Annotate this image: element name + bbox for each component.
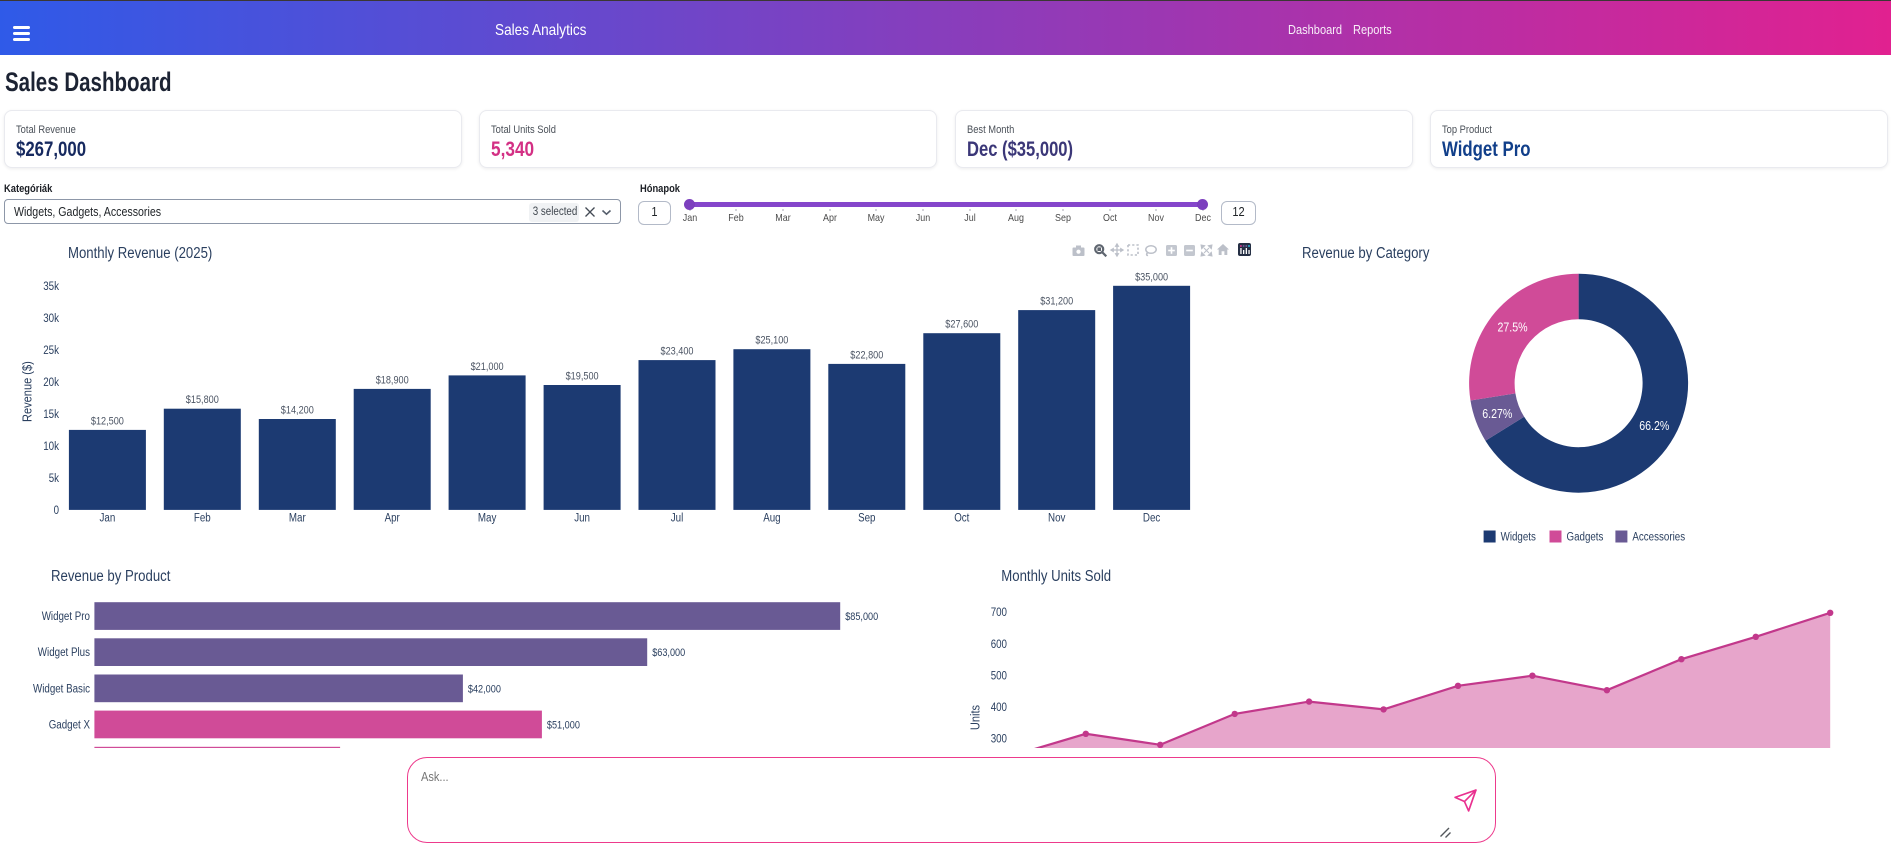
svg-text:$35,000: $35,000 — [1135, 271, 1168, 283]
svg-text:Mar: Mar — [289, 513, 306, 525]
svg-text:Nov: Nov — [1048, 513, 1066, 525]
svg-text:$12,500: $12,500 — [91, 415, 124, 427]
svg-text:Revenue by Category: Revenue by Category — [1302, 245, 1430, 262]
svg-text:Jan: Jan — [100, 513, 116, 525]
svg-text:$19,500: $19,500 — [566, 371, 599, 383]
svg-text:Widget Basic: Widget Basic — [33, 683, 90, 695]
svg-text:Gadgets: Gadgets — [1567, 531, 1604, 543]
svg-text:$85,000: $85,000 — [845, 611, 878, 623]
svg-text:$31,200: $31,200 — [1040, 296, 1073, 308]
svg-text:$25,100: $25,100 — [755, 335, 788, 347]
svg-text:Widget Pro: Widget Pro — [42, 611, 90, 623]
svg-text:6.27%: 6.27% — [1482, 407, 1512, 421]
svg-text:Jul: Jul — [671, 513, 684, 525]
svg-text:$15,800: $15,800 — [186, 394, 219, 406]
svg-text:Aug: Aug — [763, 513, 780, 525]
svg-text:600: 600 — [991, 639, 1007, 651]
svg-text:500: 500 — [991, 670, 1007, 682]
svg-text:Monthly Revenue (2025): Monthly Revenue (2025) — [68, 245, 212, 262]
svg-text:$21,000: $21,000 — [471, 361, 504, 373]
svg-text:Sep: Sep — [858, 513, 875, 525]
svg-text:$22,800: $22,800 — [850, 349, 883, 361]
svg-text:Units: Units — [967, 704, 982, 730]
svg-text:$63,000: $63,000 — [652, 647, 685, 659]
svg-text:$23,400: $23,400 — [661, 346, 694, 358]
svg-text:Feb: Feb — [194, 513, 211, 525]
svg-text:10k: 10k — [43, 441, 59, 453]
svg-text:5k: 5k — [49, 473, 60, 485]
svg-text:400: 400 — [991, 702, 1007, 714]
svg-text:66.2%: 66.2% — [1639, 419, 1669, 433]
svg-text:Accessories: Accessories — [1632, 531, 1685, 543]
svg-text:Revenue by Product: Revenue by Product — [51, 568, 171, 585]
svg-text:Widgets: Widgets — [1501, 531, 1537, 543]
svg-text:$51,000: $51,000 — [547, 720, 580, 732]
svg-text:Revenue ($): Revenue ($) — [19, 361, 34, 422]
svg-text:20k: 20k — [43, 377, 59, 389]
svg-text:15k: 15k — [43, 409, 59, 421]
svg-text:25k: 25k — [43, 345, 59, 357]
svg-text:0: 0 — [54, 505, 59, 517]
svg-text:Dec: Dec — [1143, 513, 1161, 525]
svg-text:Widget Plus: Widget Plus — [38, 647, 90, 659]
svg-text:May: May — [478, 513, 497, 525]
svg-text:35k: 35k — [43, 281, 59, 293]
svg-text:Apr: Apr — [385, 513, 400, 525]
svg-text:$14,200: $14,200 — [281, 405, 314, 417]
svg-text:$42,000: $42,000 — [468, 683, 501, 695]
svg-text:Oct: Oct — [954, 513, 970, 525]
svg-text:30k: 30k — [43, 313, 59, 325]
svg-text:Jun: Jun — [574, 513, 590, 525]
svg-text:Monthly Units Sold: Monthly Units Sold — [1001, 568, 1111, 585]
svg-text:$18,900: $18,900 — [376, 374, 409, 386]
svg-text:$27,600: $27,600 — [945, 319, 978, 331]
svg-text:Gadget X: Gadget X — [49, 720, 91, 732]
svg-text:300: 300 — [991, 734, 1007, 746]
svg-text:27.5%: 27.5% — [1497, 321, 1527, 335]
svg-text:700: 700 — [991, 607, 1007, 619]
